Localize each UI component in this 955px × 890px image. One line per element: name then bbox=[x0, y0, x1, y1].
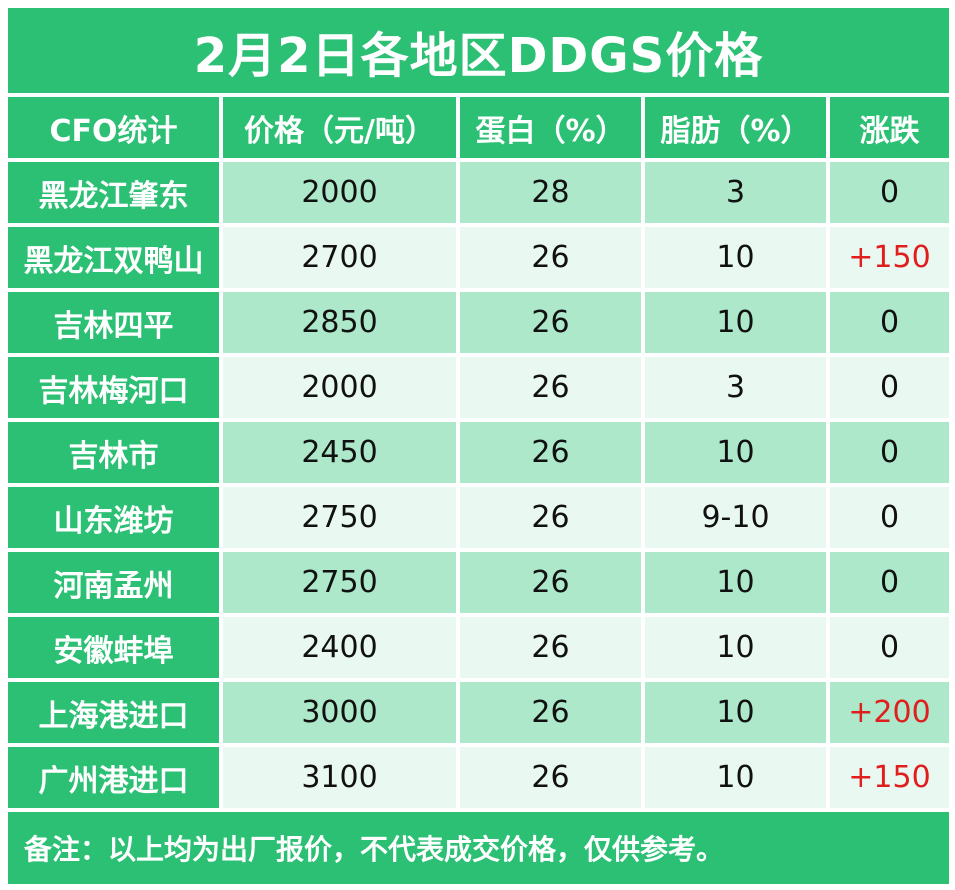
price-cell: 2450 bbox=[223, 422, 456, 483]
region-cell: 安徽蚌埠 bbox=[8, 617, 219, 678]
protein-cell: 26 bbox=[460, 227, 641, 288]
change-cell: 0 bbox=[830, 487, 949, 548]
page-title: 2月2日各地区DDGS价格 bbox=[8, 8, 949, 93]
price-cell: 2750 bbox=[223, 487, 456, 548]
change-cell: 0 bbox=[830, 162, 949, 223]
table-header-row: CFO统计 价格（元/吨） 蛋白（%） 脂肪（%） 涨跌 bbox=[8, 97, 949, 158]
price-cell: 3000 bbox=[223, 682, 456, 743]
price-cell: 2850 bbox=[223, 292, 456, 353]
region-cell: 黑龙江肇东 bbox=[8, 162, 219, 223]
fat-cell: 10 bbox=[645, 292, 826, 353]
region-cell: 黑龙江双鸭山 bbox=[8, 227, 219, 288]
header-price: 价格（元/吨） bbox=[223, 97, 456, 158]
region-cell: 吉林梅河口 bbox=[8, 357, 219, 418]
price-table: CFO统计 价格（元/吨） 蛋白（%） 脂肪（%） 涨跌 黑龙江肇东 2000 28… bbox=[8, 97, 949, 812]
table-row: 安徽蚌埠 2400 26 10 0 bbox=[8, 617, 949, 678]
change-cell: +150 bbox=[830, 747, 949, 808]
price-table-card: 2月2日各地区DDGS价格 CFO统计 价格（元/吨） 蛋白（%） 脂肪（%） … bbox=[4, 4, 949, 884]
fat-cell: 3 bbox=[645, 357, 826, 418]
header-protein: 蛋白（%） bbox=[460, 97, 641, 158]
table-row: 黑龙江双鸭山 2700 26 10 +150 bbox=[8, 227, 949, 288]
region-cell: 广州港进口 bbox=[8, 747, 219, 808]
fat-cell: 10 bbox=[645, 747, 826, 808]
table-row: 上海港进口 3000 26 10 +200 bbox=[8, 682, 949, 743]
region-cell: 河南孟州 bbox=[8, 552, 219, 613]
header-change: 涨跌 bbox=[830, 97, 949, 158]
protein-cell: 26 bbox=[460, 682, 641, 743]
protein-cell: 26 bbox=[460, 747, 641, 808]
header-cfo: CFO统计 bbox=[8, 97, 219, 158]
price-cell: 3100 bbox=[223, 747, 456, 808]
price-cell: 2000 bbox=[223, 162, 456, 223]
table-row: 吉林梅河口 2000 26 3 0 bbox=[8, 357, 949, 418]
price-cell: 2000 bbox=[223, 357, 456, 418]
fat-cell: 3 bbox=[645, 162, 826, 223]
region-cell: 吉林四平 bbox=[8, 292, 219, 353]
change-cell: 0 bbox=[830, 552, 949, 613]
region-cell: 上海港进口 bbox=[8, 682, 219, 743]
change-cell: 0 bbox=[830, 422, 949, 483]
change-cell: +150 bbox=[830, 227, 949, 288]
region-cell: 山东潍坊 bbox=[8, 487, 219, 548]
table-row: 吉林市 2450 26 10 0 bbox=[8, 422, 949, 483]
protein-cell: 26 bbox=[460, 617, 641, 678]
change-cell: +200 bbox=[830, 682, 949, 743]
fat-cell: 10 bbox=[645, 227, 826, 288]
table-row: 黑龙江肇东 2000 28 3 0 bbox=[8, 162, 949, 223]
table-row: 山东潍坊 2750 26 9-10 0 bbox=[8, 487, 949, 548]
fat-cell: 10 bbox=[645, 682, 826, 743]
change-cell: 0 bbox=[830, 292, 949, 353]
protein-cell: 26 bbox=[460, 487, 641, 548]
header-fat: 脂肪（%） bbox=[645, 97, 826, 158]
region-cell: 吉林市 bbox=[8, 422, 219, 483]
protein-cell: 28 bbox=[460, 162, 641, 223]
fat-cell: 10 bbox=[645, 617, 826, 678]
protein-cell: 26 bbox=[460, 552, 641, 613]
change-cell: 0 bbox=[830, 357, 949, 418]
price-cell: 2400 bbox=[223, 617, 456, 678]
price-cell: 2750 bbox=[223, 552, 456, 613]
fat-cell: 10 bbox=[645, 552, 826, 613]
fat-cell: 9-10 bbox=[645, 487, 826, 548]
change-cell: 0 bbox=[830, 617, 949, 678]
protein-cell: 26 bbox=[460, 357, 641, 418]
price-cell: 2700 bbox=[223, 227, 456, 288]
table-row: 广州港进口 3100 26 10 +150 bbox=[8, 747, 949, 808]
table-row: 河南孟州 2750 26 10 0 bbox=[8, 552, 949, 613]
protein-cell: 26 bbox=[460, 292, 641, 353]
footnote: 备注：以上均为出厂报价，不代表成交价格，仅供参考。 bbox=[8, 812, 949, 884]
protein-cell: 26 bbox=[460, 422, 641, 483]
table-row: 吉林四平 2850 26 10 0 bbox=[8, 292, 949, 353]
fat-cell: 10 bbox=[645, 422, 826, 483]
